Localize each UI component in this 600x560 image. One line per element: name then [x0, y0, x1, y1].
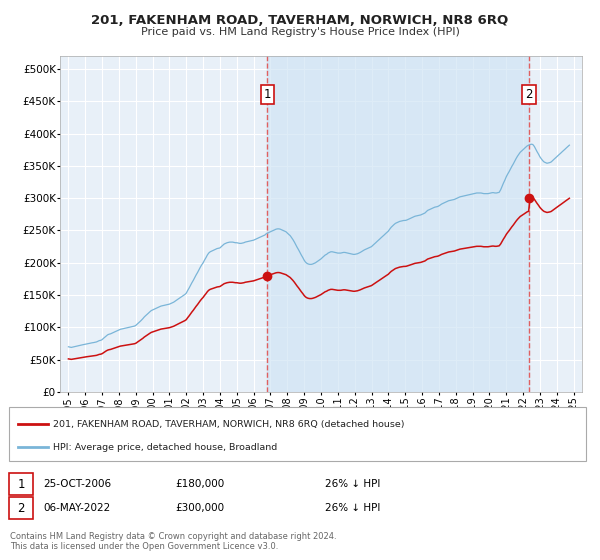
Text: 201, FAKENHAM ROAD, TAVERHAM, NORWICH, NR8 6RQ: 201, FAKENHAM ROAD, TAVERHAM, NORWICH, N… — [91, 14, 509, 27]
Text: 201, FAKENHAM ROAD, TAVERHAM, NORWICH, NR8 6RQ (detached house): 201, FAKENHAM ROAD, TAVERHAM, NORWICH, N… — [53, 419, 404, 428]
FancyBboxPatch shape — [9, 407, 586, 461]
Text: 2: 2 — [17, 502, 25, 515]
Text: 26% ↓ HPI: 26% ↓ HPI — [325, 503, 380, 513]
Text: 1: 1 — [17, 478, 25, 491]
Text: £180,000: £180,000 — [175, 479, 224, 489]
Text: 26% ↓ HPI: 26% ↓ HPI — [325, 479, 380, 489]
Text: 25-OCT-2006: 25-OCT-2006 — [43, 479, 111, 489]
Bar — [268, 56, 529, 392]
Text: HPI: Average price, detached house, Broadland: HPI: Average price, detached house, Broa… — [53, 442, 277, 451]
Text: Contains HM Land Registry data © Crown copyright and database right 2024.
This d: Contains HM Land Registry data © Crown c… — [10, 532, 337, 552]
FancyBboxPatch shape — [9, 473, 33, 495]
Text: 1: 1 — [264, 88, 271, 101]
Text: £300,000: £300,000 — [175, 503, 224, 513]
Text: 06-MAY-2022: 06-MAY-2022 — [43, 503, 110, 513]
FancyBboxPatch shape — [9, 497, 33, 519]
Text: Price paid vs. HM Land Registry's House Price Index (HPI): Price paid vs. HM Land Registry's House … — [140, 27, 460, 37]
Text: 2: 2 — [525, 88, 533, 101]
